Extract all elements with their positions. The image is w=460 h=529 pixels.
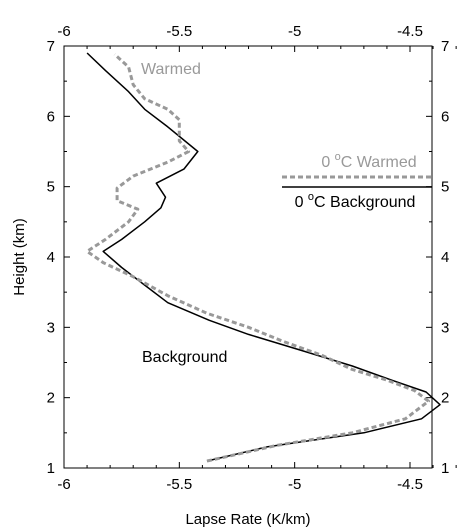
x-tick-label-top: -6 (57, 23, 70, 40)
y-tick-label-left: 4 (47, 249, 55, 266)
y-tick-label-right: 5 (441, 179, 449, 196)
x-tick-label-top: -5 (288, 23, 301, 40)
legend-label-warmed: 0 oC Warmed (321, 151, 416, 171)
x-tick-label-top: -4.5 (397, 23, 423, 40)
x-tick-label-bottom: -5.5 (166, 476, 192, 493)
legend: 0 oC Warmed 0 oC Background (282, 151, 432, 211)
bottom-x-axis-ticks: -6 -5.5 -5 -4.5 (57, 462, 457, 493)
legend-label-background: 0 oC Background (295, 191, 416, 211)
series-line-background (86, 52, 441, 462)
x-tick-label-top: -5.5 (166, 23, 192, 40)
y-tick-label-right: 7 (441, 38, 449, 55)
y-tick-label-left: 6 (47, 108, 55, 125)
plot-frame (63, 45, 433, 469)
y-tick-label-right: 1 (441, 460, 449, 477)
y-tick-label-left: 2 (47, 390, 55, 407)
x-tick-label-bottom: -6 (57, 476, 70, 493)
series-layer (85, 52, 441, 463)
series-line-warmed (85, 53, 430, 463)
top-x-axis-ticks: -6 -5.5 -5 -4.5 (57, 23, 457, 52)
y-tick-label-left: 7 (47, 38, 55, 55)
y-tick-label-right: 2 (441, 390, 449, 407)
x-tick-label-bottom: -5 (288, 476, 301, 493)
right-y-axis-ticks: 1 2 3 4 5 6 7 (426, 38, 449, 477)
y-tick-label-right: 3 (441, 319, 449, 336)
y-tick-label-right: 4 (441, 249, 449, 266)
x-axis-title: Lapse Rate (K/km) (185, 511, 310, 528)
y-tick-label-left: 5 (47, 179, 55, 196)
y-axis-title: Height (km) (11, 218, 28, 296)
y-tick-label-left: 1 (47, 460, 55, 477)
y-tick-label-right: 6 (441, 108, 449, 125)
annotation-background: Background (142, 349, 227, 366)
y-tick-label-left: 3 (47, 319, 55, 336)
left-y-axis-ticks: 1 2 3 4 5 6 7 (47, 38, 70, 477)
x-tick-label-bottom: -4.5 (397, 476, 423, 493)
annotation-warmed: Warmed (141, 61, 201, 78)
